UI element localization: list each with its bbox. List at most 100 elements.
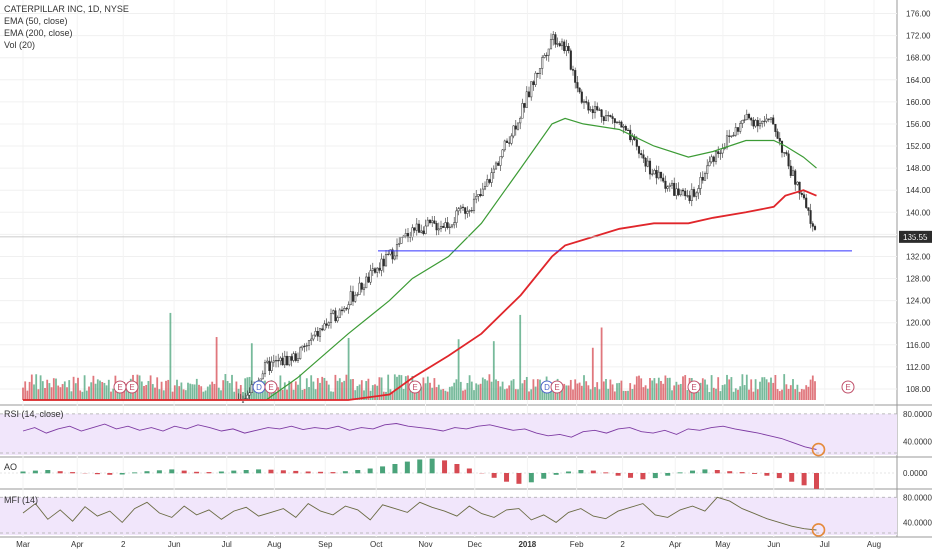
- candle-body: [490, 172, 493, 183]
- candle-body: [433, 220, 436, 224]
- volume-bar: [737, 389, 739, 400]
- volume-bar: [607, 388, 610, 400]
- volume-bar: [332, 391, 335, 400]
- price-tick-label: 112.00: [906, 363, 930, 372]
- candle-body: [508, 142, 511, 144]
- candle-body: [624, 126, 627, 131]
- volume-bar: [41, 381, 44, 400]
- candle-body: [263, 362, 267, 375]
- volume-bar: [776, 389, 779, 400]
- candle-body: [712, 156, 715, 162]
- candle-body: [345, 308, 348, 310]
- volume-bar: [809, 379, 812, 400]
- volume-bar: [613, 391, 616, 400]
- volume-bar: [640, 378, 643, 400]
- candle-body: [371, 268, 374, 271]
- volume-bar: [259, 390, 262, 400]
- volume-bar: [470, 381, 473, 400]
- volume-bar: [305, 378, 308, 400]
- candle-body: [585, 101, 588, 103]
- candle-body: [582, 101, 586, 103]
- candle-body: [578, 87, 581, 93]
- volume-bar: [235, 381, 238, 400]
- price-tick-label: 116.00: [906, 341, 930, 350]
- mfi-tick-label: 80.0000: [903, 493, 932, 502]
- volume-bar: [257, 390, 260, 400]
- volume-bar: [367, 378, 370, 400]
- candle-body: [486, 179, 489, 187]
- candle-body: [523, 103, 526, 108]
- candle-body: [556, 43, 559, 45]
- candle-body: [763, 120, 766, 122]
- volume-bar: [525, 376, 528, 400]
- symbol-title[interactable]: CATERPILLAR INC, 1D, NYSE: [4, 4, 129, 14]
- volume-bar: [268, 388, 271, 400]
- candle-body: [354, 294, 357, 302]
- volume-bar: [22, 387, 24, 400]
- volume-bar: [646, 388, 649, 400]
- volume-bar: [118, 389, 121, 400]
- volume-bar: [424, 383, 427, 400]
- volume-bar: [187, 382, 189, 400]
- volume-bar: [585, 381, 588, 400]
- volume-bar: [220, 390, 222, 400]
- candle-body: [499, 156, 502, 166]
- candle-body: [519, 117, 522, 124]
- volume-bar: [402, 388, 405, 400]
- ao-bar: [677, 472, 683, 474]
- volume-bar: [534, 386, 537, 400]
- candle-body: [567, 46, 570, 51]
- volume-bar: [492, 341, 495, 400]
- candle-body: [789, 165, 792, 176]
- candle-body: [266, 360, 269, 363]
- candle-body: [347, 304, 350, 310]
- volume-bar: [732, 391, 735, 400]
- mfi-pane-title[interactable]: MFI (14): [4, 495, 39, 505]
- ao-bar: [194, 471, 200, 474]
- event-marker-label: E: [691, 383, 696, 392]
- volume-bar: [609, 379, 612, 400]
- volume-bar: [728, 379, 731, 400]
- volume-bar: [57, 385, 60, 400]
- volume-bar: [24, 381, 27, 400]
- rsi-pane-title[interactable]: RSI (14, close): [4, 409, 64, 419]
- volume-bar: [679, 383, 682, 400]
- last-price-badge-text: 135.55: [903, 233, 928, 242]
- volume-bar: [699, 382, 702, 400]
- volume-bar: [706, 384, 709, 400]
- ema50-legend[interactable]: EMA (50, close): [4, 16, 68, 26]
- candle-body: [398, 243, 401, 245]
- volume-bar: [125, 384, 128, 400]
- candle-body: [288, 356, 291, 366]
- volume-bar: [451, 386, 453, 400]
- ao-bar: [256, 469, 262, 474]
- volume-bar: [517, 389, 519, 400]
- candle-body: [668, 184, 671, 187]
- ao-pane-title[interactable]: AO: [4, 462, 18, 472]
- volume-bar: [745, 374, 748, 400]
- candle-body: [358, 282, 361, 295]
- candle-body: [618, 121, 621, 123]
- volume-bar: [697, 391, 700, 400]
- volume-bar: [343, 380, 346, 400]
- volume-bar: [475, 383, 478, 400]
- volume-bar: [591, 347, 594, 400]
- candle-body: [321, 328, 324, 331]
- ao-bar: [268, 469, 274, 474]
- volume-bar: [246, 377, 249, 400]
- volume-bar: [558, 389, 561, 400]
- ema200-legend[interactable]: EMA (200, close): [4, 28, 73, 38]
- candle-body: [783, 152, 786, 154]
- volume-bar: [741, 374, 744, 400]
- volume-legend[interactable]: Vol (20): [4, 40, 36, 50]
- mfi-pane: [0, 496, 897, 537]
- volume-bar: [473, 390, 475, 400]
- volume-bar: [616, 383, 618, 400]
- volume-bar: [264, 380, 266, 400]
- candle-body: [677, 188, 680, 196]
- volume-bar: [404, 376, 407, 400]
- candle-body: [574, 70, 577, 83]
- candle-body: [395, 244, 399, 257]
